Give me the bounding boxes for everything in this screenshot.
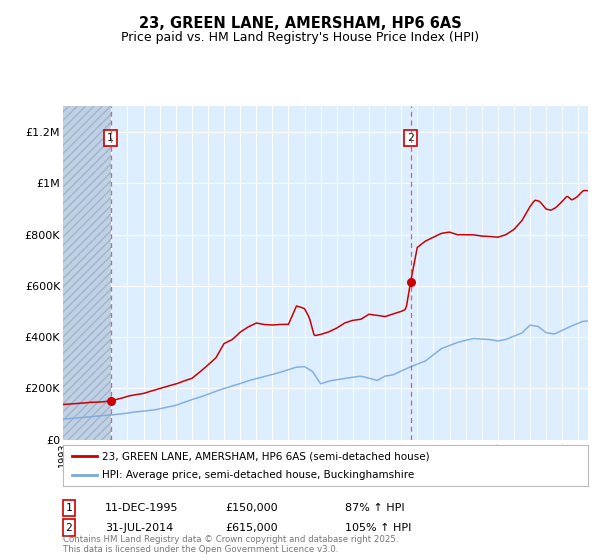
Text: 2: 2 xyxy=(65,522,73,533)
Text: 87% ↑ HPI: 87% ↑ HPI xyxy=(345,503,404,513)
Text: 11-DEC-1995: 11-DEC-1995 xyxy=(105,503,179,513)
Text: 1: 1 xyxy=(107,133,114,143)
Text: 1: 1 xyxy=(65,503,73,513)
Text: 23, GREEN LANE, AMERSHAM, HP6 6AS: 23, GREEN LANE, AMERSHAM, HP6 6AS xyxy=(139,16,461,31)
Text: 23, GREEN LANE, AMERSHAM, HP6 6AS (semi-detached house): 23, GREEN LANE, AMERSHAM, HP6 6AS (semi-… xyxy=(103,451,430,461)
Text: 105% ↑ HPI: 105% ↑ HPI xyxy=(345,522,412,533)
Text: 2: 2 xyxy=(407,133,414,143)
Bar xyxy=(63,106,110,440)
Text: Price paid vs. HM Land Registry's House Price Index (HPI): Price paid vs. HM Land Registry's House … xyxy=(121,31,479,44)
Text: HPI: Average price, semi-detached house, Buckinghamshire: HPI: Average price, semi-detached house,… xyxy=(103,470,415,479)
Text: 31-JUL-2014: 31-JUL-2014 xyxy=(105,522,173,533)
Text: £150,000: £150,000 xyxy=(225,503,278,513)
Text: Contains HM Land Registry data © Crown copyright and database right 2025.
This d: Contains HM Land Registry data © Crown c… xyxy=(63,535,398,554)
Text: £615,000: £615,000 xyxy=(225,522,278,533)
